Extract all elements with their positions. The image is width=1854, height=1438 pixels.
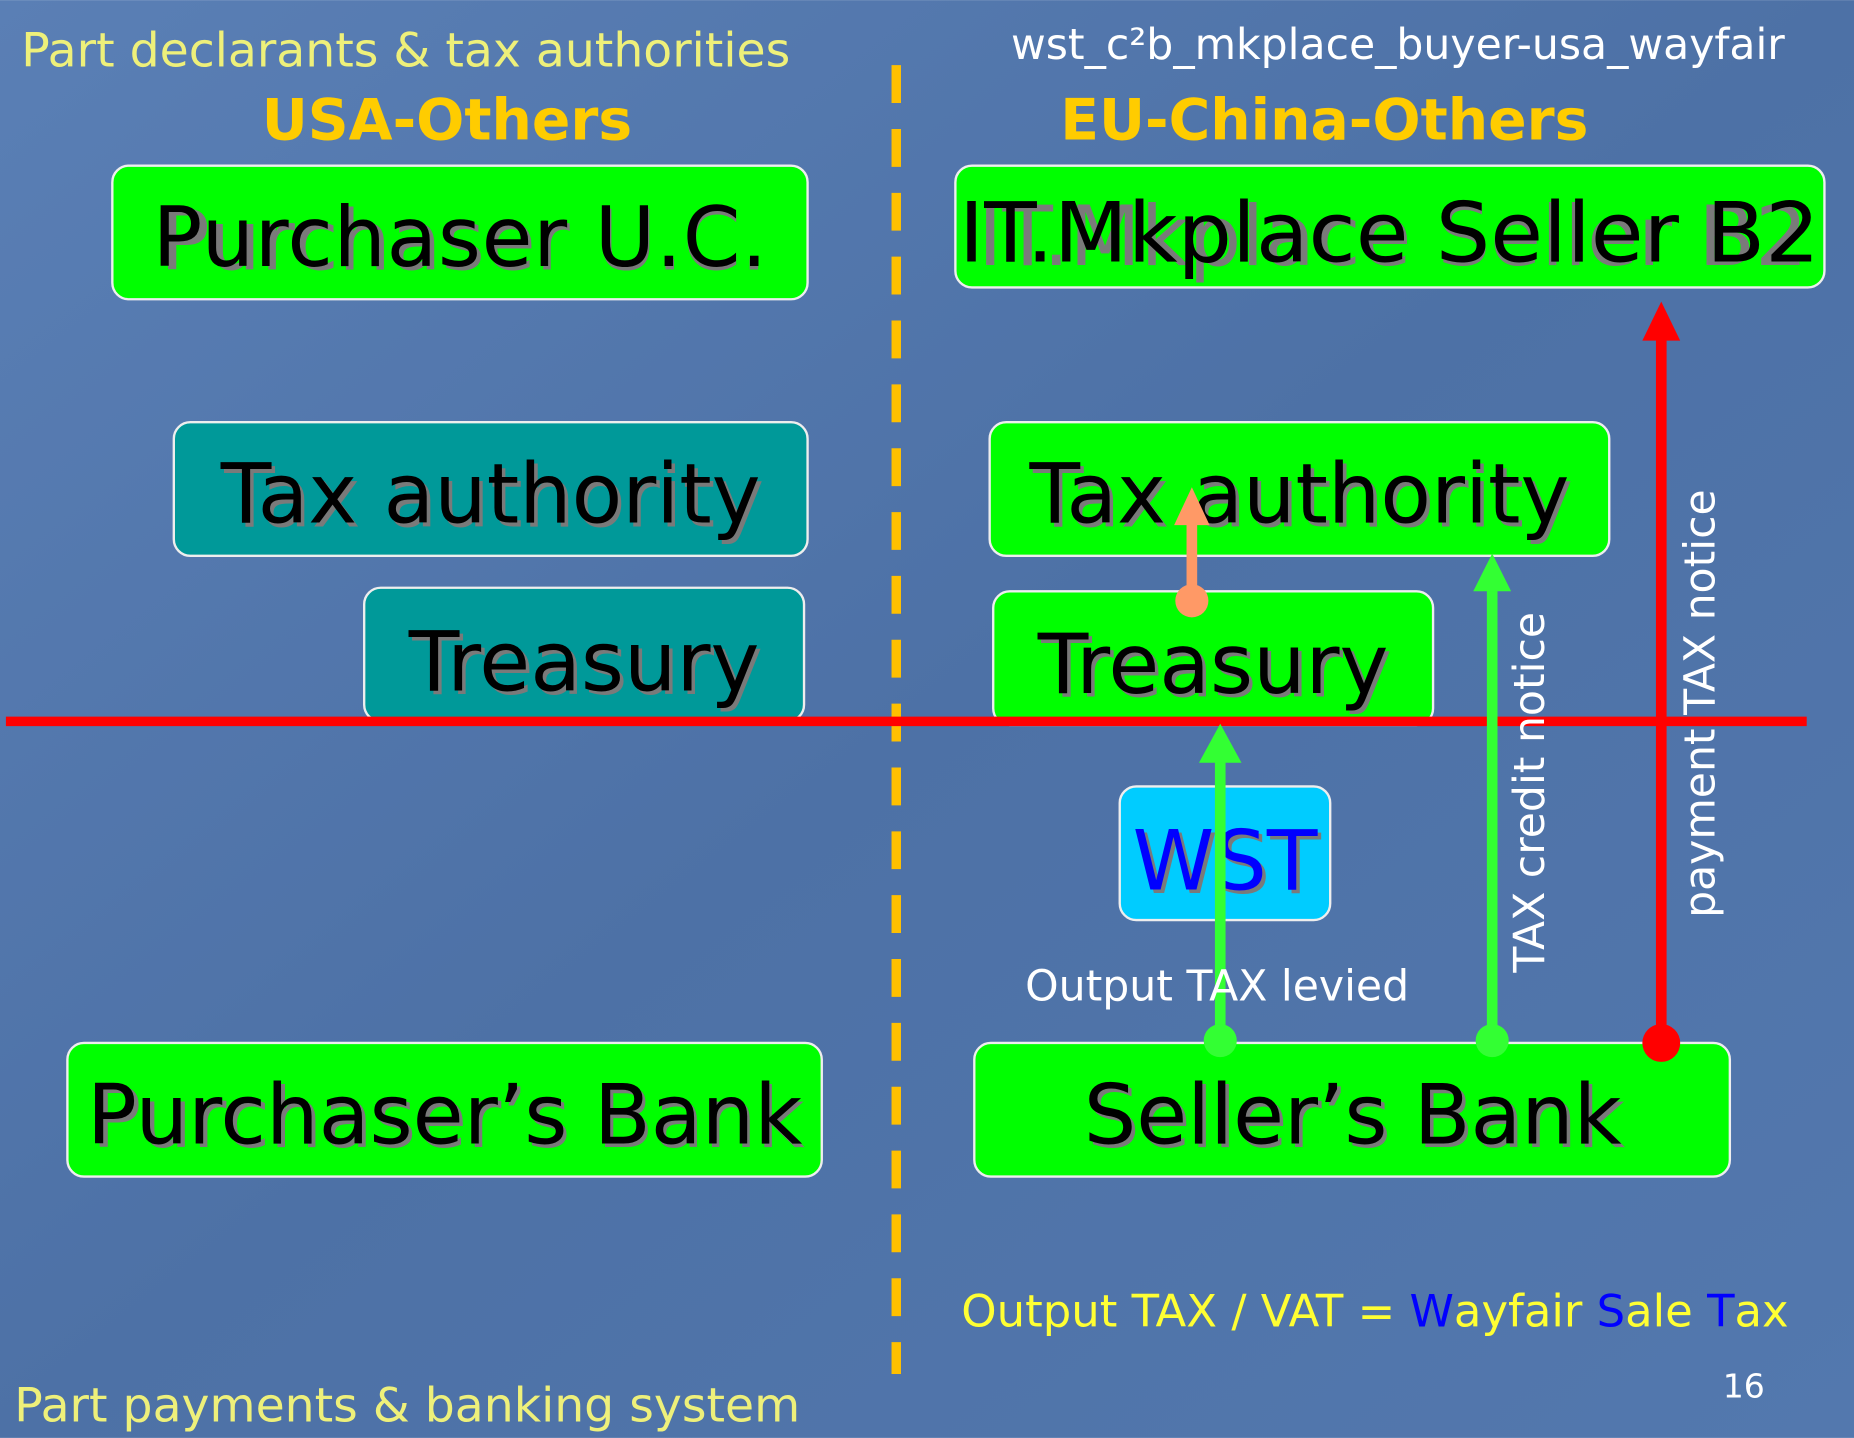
label-shadow: IT.Mkplace Seller B2 (978, 188, 1808, 285)
arrowhead (1198, 723, 1242, 763)
node-label: Tax authority (1028, 446, 1569, 543)
arrowhead (1642, 301, 1681, 341)
label-shadow: Seller’s Bank (1087, 1070, 1625, 1167)
arrowhead (1473, 553, 1512, 592)
bottom-left-title: Part payments & banking system (14, 1378, 800, 1433)
region-title: USA-Others (262, 88, 632, 154)
formula-part: W (1410, 1285, 1454, 1338)
formula-part: ale (1625, 1285, 1707, 1338)
formula: Output TAX / VAT = Wayfair Sale Tax (961, 1285, 1788, 1338)
node-label: Treasury (1037, 616, 1389, 713)
node-label: Tax authority (220, 446, 761, 543)
formula-part: S (1597, 1285, 1626, 1338)
box (973, 1041, 1732, 1178)
box (111, 164, 809, 301)
box (66, 1041, 823, 1178)
edge-label: TAX credit notice (1505, 612, 1555, 974)
label-shadow: Purchaser U.C. (160, 193, 767, 290)
formula-part: Output TAX / VAT = (961, 1285, 1409, 1338)
label-shadow: Treasury (1040, 620, 1392, 717)
box-labels: Purchaser U.C. Purchaser U.C. IT.Mkplace… (87, 184, 1820, 1167)
arrow-origin (1642, 1024, 1681, 1062)
label-shadow: Purchaser’s Bank (91, 1070, 804, 1167)
arrowhead (1174, 487, 1210, 526)
formula-part: T (1706, 1285, 1735, 1338)
box (954, 164, 1826, 289)
region-title: EU-China-Others (1060, 88, 1588, 154)
node-label: Purchaser’s Bank (87, 1066, 802, 1163)
node-label: Purchaser U.C. (153, 189, 768, 286)
page-number: 16 (1723, 1367, 1765, 1406)
arrow-origin (1203, 1024, 1237, 1058)
label-shadow: Tax authority (1032, 449, 1573, 546)
arrow-origin (1175, 584, 1209, 618)
label-shadow: WST (1136, 816, 1321, 913)
arrow-origin (1475, 1024, 1509, 1058)
box (172, 421, 809, 558)
node-label: Seller’s Bank (1084, 1066, 1622, 1163)
label-shadow: Treasury (411, 617, 763, 714)
edge-label: payment TAX notice (1675, 489, 1725, 918)
formula-part: ayfair (1454, 1285, 1597, 1338)
box (988, 421, 1611, 558)
edge-label: Output TAX levied (1025, 961, 1409, 1011)
node-label: IT.Mkplace Seller B2 (959, 184, 1820, 281)
formula-part: ax (1735, 1285, 1789, 1338)
top-left-title: Part declarants & tax authorities (21, 23, 790, 78)
label-shadow: Tax authority (223, 449, 764, 546)
top-right-title: wst_c²b_mkplace_buyer-usa_wayfair (1011, 20, 1785, 70)
node-label: Treasury (408, 614, 760, 711)
